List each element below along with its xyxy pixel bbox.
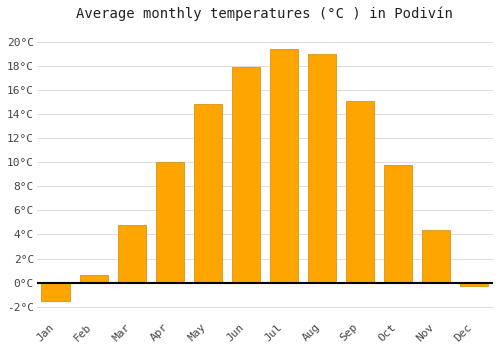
- Bar: [460, 283, 488, 286]
- Bar: [118, 225, 146, 283]
- Bar: [384, 164, 412, 283]
- Bar: [270, 49, 298, 283]
- Bar: [346, 101, 374, 283]
- Bar: [194, 104, 222, 283]
- Bar: [422, 230, 450, 283]
- Bar: [308, 54, 336, 283]
- Bar: [232, 67, 260, 283]
- Title: Average monthly temperatures (°C ) in Podivín: Average monthly temperatures (°C ) in Po…: [76, 7, 454, 21]
- Bar: [80, 275, 108, 283]
- Bar: [156, 162, 184, 283]
- Bar: [42, 283, 70, 301]
